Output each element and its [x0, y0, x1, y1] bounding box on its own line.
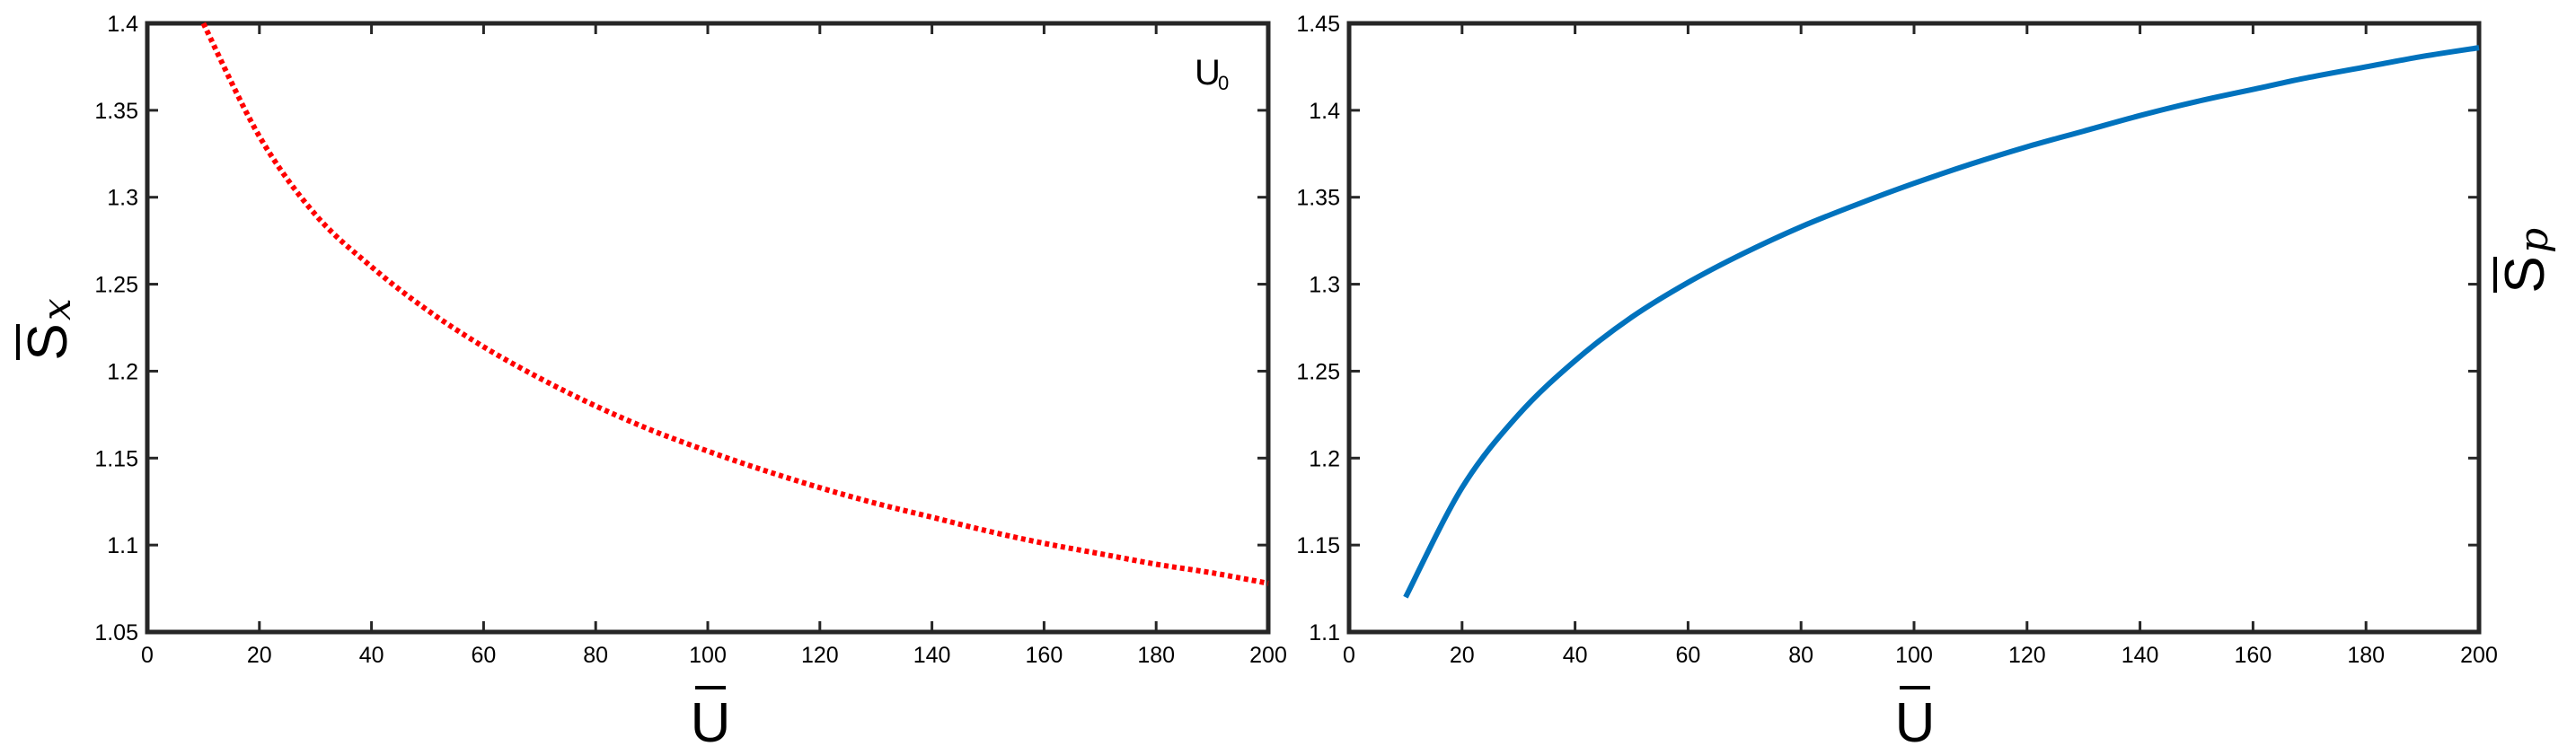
y-tick-label: 1.4	[1309, 99, 1340, 124]
x-tick-label: 100	[1895, 643, 1933, 668]
chart-left-x-axis-label-text: U	[691, 692, 731, 754]
chart-left-annotation: U 0	[1195, 53, 1229, 94]
y-tick-label: 1.4	[107, 12, 138, 37]
x-tick-label: 140	[2122, 643, 2159, 668]
x-tick-label: 120	[801, 643, 839, 668]
y-tick-label: 1.15	[1296, 533, 1340, 558]
chart-left: 0 20 40 60 80 100 120 140 160 180 200 1.051.11.151…	[16, 12, 1287, 754]
chart-right-axes	[1346, 21, 2482, 635]
chart-left-axes	[145, 21, 1271, 635]
x-tick-label: 100	[689, 643, 727, 668]
y-tick-label: 1.1	[107, 533, 138, 558]
chart-right-x-axis-label-text: U	[1895, 692, 1936, 754]
x-tick-label: 40	[1563, 643, 1588, 668]
chart-right-y-axis-label-sub: p	[2511, 228, 2557, 253]
chart-left-y-axis-label: S x	[16, 298, 80, 361]
chart-left-y-tick-labels: 1.05 1.1 1.15 1.2 1.25 1.3 1.35 1.4	[94, 12, 138, 645]
series-line	[1403, 45, 2480, 599]
chart-left-x-tick-labels: 0 20 40 60 80 100 120 140 160 180 200	[141, 643, 1287, 668]
x-tick-label: 200	[1249, 643, 1287, 668]
y-tick-label: 1.3	[107, 186, 138, 211]
y-tick-label: 1.3	[1309, 273, 1340, 298]
x-tick-label: 20	[1450, 643, 1475, 668]
y-tick-label: 1.35	[94, 99, 138, 124]
x-tick-label: 80	[583, 643, 608, 668]
x-tick-label: 60	[1675, 643, 1700, 668]
x-tick-label: 160	[1026, 643, 1063, 668]
chart-right-ticks	[1347, 22, 2481, 634]
chart-left-y-axis-label-sub: x	[34, 298, 80, 320]
x-tick-label: 180	[1137, 643, 1175, 668]
chart-right: 0 20 40 60 80 100 120 140 160 180 200 1.11.151.21.…	[1296, 12, 2557, 754]
x-tick-label: 160	[2235, 643, 2272, 668]
x-tick-label: 0	[141, 643, 154, 668]
x-tick-label: 60	[471, 643, 496, 668]
series-line	[200, 22, 1269, 586]
x-tick-label: 200	[2460, 643, 2498, 668]
x-tick-label: 80	[1788, 643, 1813, 668]
chart-right-frame	[1346, 21, 2482, 635]
chart-right-x-axis-label: U	[1895, 686, 1936, 754]
y-tick-label: 1.2	[1309, 446, 1340, 471]
x-tick-label: 120	[2008, 643, 2046, 668]
y-tick-label: 1.35	[1296, 186, 1340, 211]
y-tick-label: 1.15	[94, 446, 138, 471]
chart-right-y-axis-label: S p	[2493, 228, 2557, 294]
y-tick-label: 1.25	[94, 273, 138, 298]
chart-left-frame	[145, 21, 1271, 635]
chart-left-annotation-base: U	[1195, 53, 1221, 92]
chart-right-y-axis-label-base: S	[2494, 256, 2556, 293]
x-tick-label: 40	[359, 643, 384, 668]
x-tick-label: 0	[1343, 643, 1355, 668]
x-tick-label: 180	[2347, 643, 2385, 668]
chart-left-y-axis-label-base: S	[17, 323, 79, 360]
chart-left-ticks	[146, 22, 1270, 634]
chart-right-series	[1403, 45, 2480, 599]
y-tick-label: 1.05	[94, 620, 138, 645]
chart-left-x-axis-label: U	[691, 686, 731, 754]
chart-right-y-tick-labels: 1.1 1.15 1.2 1.25 1.3 1.35 1.4 1.45	[1296, 12, 1340, 645]
chart-left-annotation-sub: 0	[1218, 72, 1229, 94]
chart-left-series	[200, 22, 1269, 586]
y-tick-label: 1.2	[107, 359, 138, 384]
x-tick-label: 20	[247, 643, 272, 668]
y-tick-label: 1.45	[1296, 12, 1340, 37]
y-tick-label: 1.1	[1309, 620, 1340, 645]
y-tick-label: 1.25	[1296, 359, 1340, 384]
x-tick-label: 140	[913, 643, 951, 668]
chart-right-x-tick-labels: 0 20 40 60 80 100 120 140 160 180 200	[1343, 643, 2498, 668]
